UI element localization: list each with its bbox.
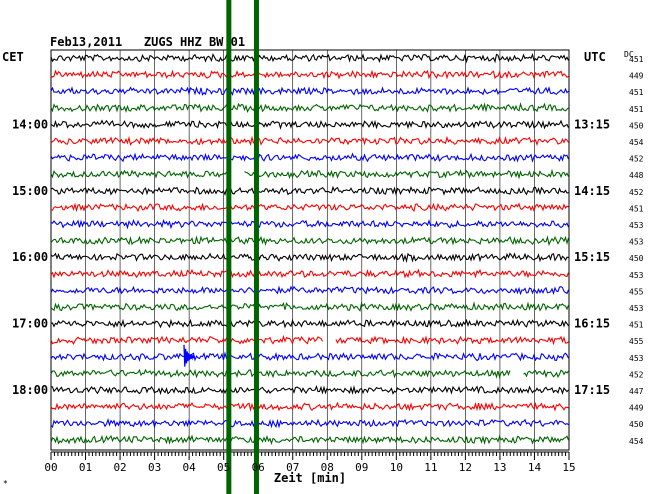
trace-line	[50, 69, 569, 80]
dc-offset-label: 449	[629, 404, 644, 413]
dc-offset-label: 454	[629, 437, 644, 446]
trace-line	[50, 252, 569, 264]
plot-grid	[50, 49, 570, 460]
x-tick-label: 00	[44, 461, 57, 474]
left-hour-label: 16:00	[12, 250, 48, 264]
time-marker-bar	[253, 0, 259, 494]
left-axis-label: CET	[2, 50, 24, 64]
left-hour-label: 18:00	[12, 383, 48, 397]
trace-line	[50, 368, 569, 379]
left-hour-label: 17:00	[12, 317, 48, 331]
x-tick-label: 06	[252, 461, 265, 474]
event-marks	[183, 344, 196, 367]
x-tick-label: 08	[321, 461, 334, 474]
dc-offset-label: 453	[629, 238, 644, 247]
x-tick-label: 11	[424, 461, 437, 474]
dc-offset-label: 450	[629, 420, 644, 429]
trace-line	[50, 218, 570, 230]
right-hour-label: 13:15	[574, 117, 610, 131]
plot-frame	[50, 49, 570, 451]
trace-line	[50, 102, 569, 113]
trace-line	[50, 86, 569, 96]
trace-line	[50, 235, 570, 247]
dc-offset-label: 448	[629, 171, 644, 180]
x-tick-label: 03	[148, 461, 161, 474]
right-hour-label: 15:15	[574, 250, 610, 264]
trace-line	[50, 268, 570, 279]
dc-offset-label: 455	[629, 337, 644, 346]
time-marker-bar	[226, 0, 232, 494]
dc-offset-label: 454	[629, 138, 644, 147]
trace-line	[50, 318, 569, 329]
time-markers	[226, 0, 259, 494]
trace-line	[50, 434, 570, 446]
x-tick-label: 15	[562, 461, 575, 474]
trace-line	[50, 168, 570, 180]
trace-line	[50, 418, 569, 429]
x-tick-label: 09	[355, 461, 368, 474]
x-tick-label: 02	[113, 461, 126, 474]
dc-offset-label: 451	[629, 204, 644, 213]
footnote-mark: *	[3, 479, 8, 488]
x-tick-label: 13	[493, 461, 506, 474]
dc-offset-label: 455	[629, 287, 644, 296]
dc-offset-label: 450	[629, 121, 644, 130]
x-tick-label: 10	[390, 461, 403, 474]
axis-labels: 14:00 15:00 16:00 17:00 18:00 13:15 14:15 15:15…	[12, 55, 644, 474]
trace-line	[50, 351, 569, 362]
x-tick-label: 14	[528, 461, 542, 474]
x-axis-label: Zeit [min]	[274, 471, 346, 485]
dc-offset-label: 453	[629, 304, 644, 313]
dc-offset-label: 452	[629, 188, 644, 197]
trace-rows	[50, 52, 570, 446]
dc-offset-label: 451	[629, 55, 644, 64]
x-tick-label: 07	[286, 461, 299, 474]
dc-offset-label: 453	[629, 354, 644, 363]
left-hour-label: 15:00	[12, 184, 48, 198]
trace-line	[50, 152, 570, 163]
x-tick-label: 04	[183, 461, 197, 474]
dc-offset-label: 453	[629, 271, 644, 280]
trace-line	[50, 52, 569, 64]
right-axis-label: UTC	[584, 50, 606, 64]
x-tick-label: 01	[79, 461, 92, 474]
event-waveform	[183, 344, 196, 367]
dc-offset-label: 453	[629, 221, 644, 230]
trace-line	[50, 301, 570, 312]
dc-offset-label: 452	[629, 155, 644, 164]
right-hour-label: 16:15	[574, 317, 610, 331]
trace-line	[50, 185, 569, 197]
trace-line	[50, 385, 569, 396]
trace-line	[50, 202, 569, 213]
dc-offset-label: 449	[629, 72, 644, 81]
x-tick-label: 05	[217, 461, 230, 474]
trace-line	[50, 401, 569, 412]
dc-offset-label: 450	[629, 254, 644, 263]
dc-offset-label: 451	[629, 321, 644, 330]
right-hour-label: 17:15	[574, 383, 610, 397]
right-hour-label: 14:15	[574, 184, 610, 198]
trace-line	[50, 135, 569, 147]
trace-line	[50, 119, 569, 130]
dc-offset-label: 447	[629, 387, 644, 396]
dc-label: DC	[624, 50, 634, 59]
dc-offset-label: 451	[629, 105, 644, 114]
left-hour-label: 14:00	[12, 117, 48, 131]
dc-offset-label: 451	[629, 88, 644, 97]
x-tick-label: 12	[459, 461, 472, 474]
trace-line	[50, 334, 569, 346]
dc-offset-label: 452	[629, 370, 644, 379]
trace-line	[50, 285, 570, 296]
chart-title: Feb13,2011 ZUGS HHZ BW 01	[50, 35, 245, 49]
